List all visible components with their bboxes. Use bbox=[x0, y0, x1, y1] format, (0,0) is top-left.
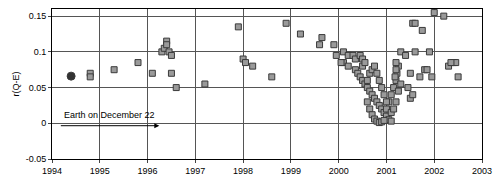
svg-text:0: 0 bbox=[41, 118, 46, 128]
svg-text:2000: 2000 bbox=[329, 166, 349, 176]
svg-text:1998: 1998 bbox=[233, 166, 253, 176]
svg-text:r(Q-E): r(Q-E) bbox=[11, 72, 21, 97]
svg-text:2002: 2002 bbox=[424, 166, 444, 176]
svg-text:0.1: 0.1 bbox=[34, 47, 47, 57]
svg-text:-0.05: -0.05 bbox=[26, 154, 47, 164]
svg-text:0.15: 0.15 bbox=[29, 11, 47, 21]
svg-text:Earth on December 22: Earth on December 22 bbox=[64, 110, 155, 120]
svg-text:2003: 2003 bbox=[472, 166, 492, 176]
svg-text:1994: 1994 bbox=[42, 166, 62, 176]
svg-text:0.05: 0.05 bbox=[29, 83, 47, 93]
svg-text:1996: 1996 bbox=[138, 166, 158, 176]
svg-text:2001: 2001 bbox=[376, 166, 396, 176]
svg-text:1999: 1999 bbox=[281, 166, 301, 176]
svg-text:1995: 1995 bbox=[90, 166, 110, 176]
svg-text:1997: 1997 bbox=[185, 166, 205, 176]
